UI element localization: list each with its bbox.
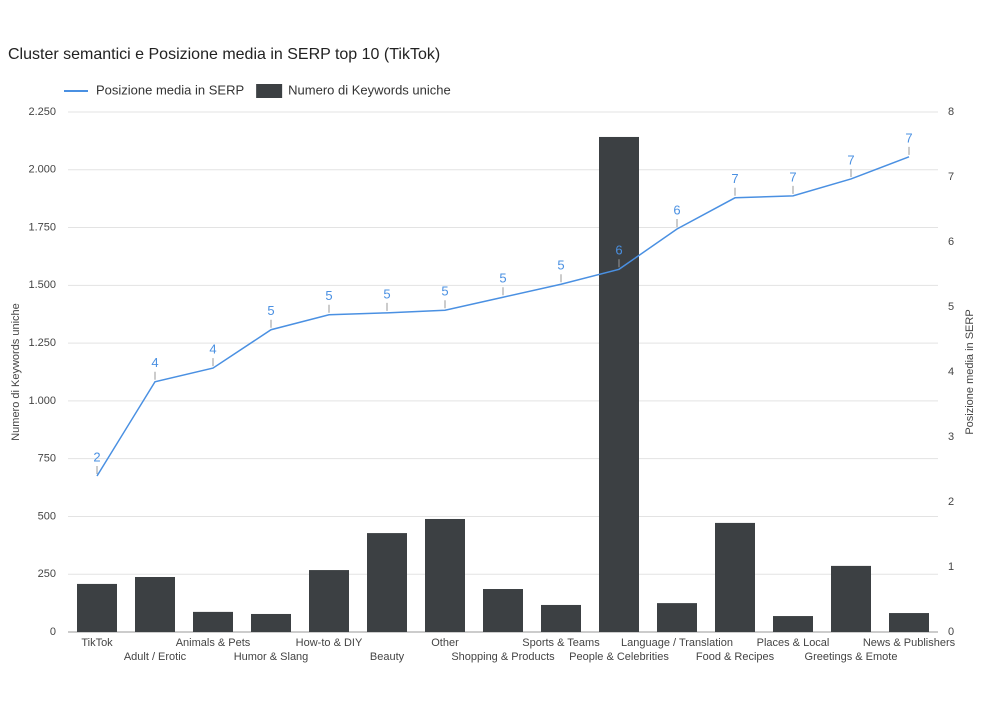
bar: [599, 136, 639, 632]
data-label: 2: [93, 449, 100, 464]
y-tick-label: 0: [50, 626, 56, 638]
y-tick-label: 500: [38, 510, 56, 522]
data-label: 5: [557, 258, 564, 273]
bar: [135, 576, 175, 632]
x-tick-label: Food & Recipes: [696, 651, 775, 663]
x-tick-label: Other: [431, 637, 459, 649]
x-tick-label: People & Celebrities: [569, 651, 669, 663]
bar: [773, 616, 813, 632]
legend-swatch: [256, 84, 283, 98]
bar: [193, 611, 233, 632]
data-label: 7: [847, 152, 854, 167]
y-tick-label: 1.750: [28, 221, 56, 233]
data-label: 6: [615, 243, 622, 258]
bar: [483, 589, 523, 632]
data-label: 5: [499, 271, 506, 286]
data-label: 4: [209, 342, 216, 357]
bar: [831, 565, 871, 632]
x-tick-label: Humor & Slang: [234, 651, 309, 663]
y-axis-title: Numero di Keywords uniche: [10, 303, 22, 441]
y2-tick-label: 8: [948, 106, 954, 118]
data-label: 6: [673, 202, 680, 217]
bar: [715, 522, 755, 632]
y2-tick-label: 5: [948, 301, 954, 313]
legend-label: Numero di Keywords uniche: [288, 82, 451, 97]
x-tick-label: Language / Translation: [621, 637, 733, 649]
y2-axis-title: Posizione media in SERP: [964, 309, 976, 434]
y2-tick-label: 1: [948, 561, 954, 573]
data-label: 4: [151, 355, 158, 370]
y2-tick-label: 0: [948, 626, 954, 638]
bar: [77, 583, 117, 632]
data-label: 7: [731, 171, 738, 186]
data-label: 5: [441, 284, 448, 299]
bar: [309, 570, 349, 632]
x-tick-label: Beauty: [370, 651, 405, 663]
x-tick-label: Shopping & Products: [451, 651, 555, 663]
bar: [657, 603, 697, 632]
y-tick-label: 750: [38, 453, 56, 465]
data-label: 5: [383, 286, 390, 301]
x-tick-label: Greetings & Emote: [805, 651, 898, 663]
x-tick-label: News & Publishers: [863, 637, 956, 649]
chart-title: Cluster semantici e Posizione media in S…: [8, 46, 440, 63]
bar: [425, 518, 465, 632]
x-tick-label: How-to & DIY: [296, 637, 363, 649]
x-tick-label: Sports & Teams: [522, 637, 600, 649]
data-label: 7: [905, 130, 912, 145]
y-tick-label: 1.000: [28, 395, 56, 407]
bar: [889, 613, 929, 632]
x-tick-label: Places & Local: [757, 637, 830, 649]
y2-tick-label: 3: [948, 431, 954, 443]
y-tick-label: 2.250: [28, 106, 56, 118]
legend-label: Posizione media in SERP: [96, 82, 244, 97]
data-label: 5: [267, 303, 274, 318]
y2-tick-label: 2: [948, 496, 954, 508]
bar: [367, 533, 407, 632]
line: [96, 156, 910, 477]
y-tick-label: 250: [38, 568, 56, 580]
x-tick-label: Adult / Erotic: [124, 651, 187, 663]
data-label: 7: [789, 169, 796, 184]
data-label: 5: [325, 288, 332, 303]
y-tick-label: 2.000: [28, 164, 56, 176]
x-tick-label: TikTok: [81, 637, 113, 649]
x-tick-label: Animals & Pets: [176, 637, 251, 649]
y-tick-label: 1.500: [28, 279, 56, 291]
y2-tick-label: 6: [948, 236, 954, 248]
y2-tick-label: 4: [948, 366, 954, 378]
y2-tick-label: 7: [948, 171, 954, 183]
bar: [541, 604, 581, 632]
bar: [251, 613, 291, 632]
y-tick-label: 1.250: [28, 337, 56, 349]
